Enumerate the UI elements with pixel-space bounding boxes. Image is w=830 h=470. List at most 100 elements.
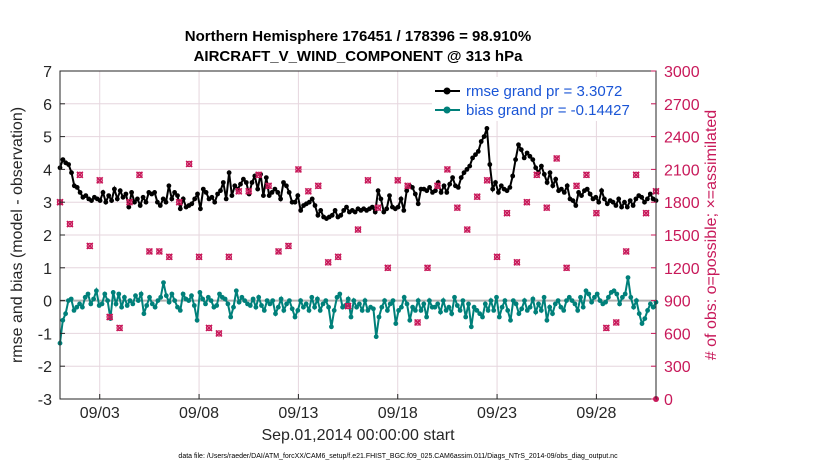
- obs-assimilated-marker: [116, 324, 124, 332]
- obs-assimilated-marker: [453, 204, 461, 212]
- obs-assimilated-marker: [533, 171, 541, 179]
- bias-point: [315, 296, 320, 302]
- bias-point: [194, 317, 200, 323]
- bias-point: [471, 304, 477, 310]
- bias-point: [99, 301, 105, 307]
- right-tick-label: 2100: [664, 162, 700, 179]
- rmse-point: [126, 204, 132, 210]
- rmse-point: [106, 193, 112, 199]
- obs-possible-marker: [305, 188, 312, 195]
- legend: rmse grand pr = 3.3072 bias grand pr = -…: [432, 77, 651, 121]
- rmse-point: [369, 204, 375, 210]
- obs-possible-marker: [295, 166, 302, 173]
- rmse-point: [604, 201, 610, 207]
- bias-point: [443, 308, 449, 313]
- obs-possible-marker: [374, 204, 382, 211]
- obs-assimilated-marker: [394, 176, 402, 184]
- obs-assimilated-marker: [334, 253, 342, 261]
- obs-possible-marker: [116, 324, 123, 332]
- bias-point: [281, 308, 287, 313]
- obs-possible-marker: [513, 259, 521, 266]
- bias-point: [530, 296, 536, 302]
- bias-point: [555, 298, 561, 303]
- obs-possible-marker: [444, 166, 451, 173]
- rmse-point: [129, 190, 135, 195]
- obs-possible-marker: [523, 198, 531, 206]
- left-tick-label: 5: [43, 130, 52, 147]
- bias-point: [438, 309, 443, 315]
- rmse-point: [564, 183, 570, 189]
- bias-point: [208, 298, 214, 303]
- bias-point: [119, 304, 124, 310]
- rmse-point: [341, 208, 347, 213]
- bias-point: [639, 321, 645, 326]
- bias-point: [214, 303, 220, 308]
- bias-point: [373, 334, 379, 340]
- rmse-point: [384, 206, 390, 212]
- obs-possible-marker: [394, 177, 401, 184]
- rmse-point: [195, 191, 200, 197]
- x-tick-label: 09/28: [576, 405, 616, 422]
- bias-point: [105, 298, 110, 303]
- rmse-point: [387, 193, 392, 199]
- x-tick-label: 09/13: [278, 405, 318, 422]
- bias-point: [292, 314, 298, 320]
- rmse-point: [381, 209, 387, 215]
- obs-assimilated-marker: [235, 187, 243, 195]
- rmse-point: [329, 212, 335, 218]
- bias-point: [454, 303, 460, 308]
- bias-point: [401, 294, 407, 300]
- obs-assimilated-marker: [86, 242, 94, 250]
- rmse-point: [541, 171, 547, 177]
- bias-point: [191, 303, 197, 308]
- rmse-point: [117, 188, 123, 194]
- rmse-point: [410, 185, 415, 190]
- bias-point: [371, 306, 376, 312]
- obs-assimilated-marker: [503, 209, 511, 217]
- bias-point: [379, 304, 385, 310]
- rmse-point: [544, 180, 550, 185]
- rmse-point: [243, 180, 249, 185]
- rmse-point: [521, 155, 527, 161]
- x-tick-label: 09/03: [80, 405, 120, 422]
- bias-point: [460, 298, 466, 303]
- bias-point: [636, 311, 642, 317]
- obs-assimilated-marker: [374, 204, 382, 212]
- obs-possible-marker: [166, 253, 173, 261]
- rmse-line: [59, 128, 657, 220]
- bias-point: [457, 308, 463, 313]
- right-tick-label: 1800: [664, 195, 700, 212]
- bias-point: [306, 308, 312, 313]
- rmse-point: [215, 191, 221, 197]
- bias-point: [147, 294, 152, 300]
- rmse-point: [487, 162, 493, 167]
- bias-point: [135, 298, 141, 303]
- bias-point: [138, 291, 144, 297]
- rmse-point: [619, 204, 624, 210]
- obs-assimilated-marker: [473, 193, 481, 201]
- rmse-point: [516, 142, 521, 148]
- bias-point: [180, 291, 186, 297]
- rmse-point: [152, 190, 158, 195]
- obs-possible-marker: [474, 193, 481, 200]
- rmse-point: [103, 199, 109, 205]
- rmse-point: [312, 203, 318, 208]
- right-tick-label: 1200: [664, 261, 700, 278]
- bias-point: [645, 308, 650, 313]
- bias-point: [161, 280, 166, 285]
- bias-point: [116, 291, 122, 297]
- obs-possible-marker: [225, 253, 233, 261]
- bias-point: [172, 298, 178, 303]
- bias-point: [200, 296, 206, 302]
- rmse-point: [490, 186, 496, 192]
- bias-point: [71, 308, 77, 313]
- rmse-point: [570, 198, 576, 204]
- bias-point: [74, 304, 80, 310]
- rmse-point: [281, 180, 286, 185]
- obs-assimilated-marker: [642, 209, 650, 217]
- rmse-point: [444, 190, 450, 195]
- obs-assimilated-marker: [572, 182, 581, 190]
- bias-point: [452, 294, 457, 300]
- bias-point: [345, 296, 351, 302]
- bias-point: [622, 291, 628, 297]
